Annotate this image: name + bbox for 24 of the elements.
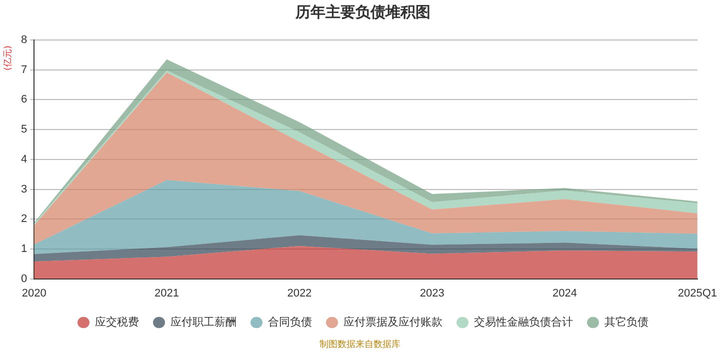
- legend-label: 其它负债: [604, 315, 648, 328]
- y-tick-label: 3: [20, 183, 28, 196]
- x-tick-label: 2024: [552, 287, 578, 300]
- y-tick-label: 2: [20, 213, 28, 226]
- legend-label: 交易性金融负债合计: [474, 315, 573, 328]
- y-axis-title: (亿元): [2, 45, 14, 71]
- y-tick-label: 6: [20, 94, 28, 106]
- legend-label: 应付票据及应付账款: [344, 315, 442, 328]
- y-tick-label: 4: [20, 153, 28, 166]
- x-tick-label: 2025Q1: [678, 287, 718, 300]
- y-tick-label: 0: [20, 272, 28, 285]
- text: 制图数据来自数据库: [318, 338, 402, 352]
- x-tick-label: 2021: [154, 287, 180, 300]
- y-tick-label: 8: [20, 34, 28, 46]
- legend-label: 应交税费: [95, 315, 139, 328]
- y-tick-label: 5: [20, 124, 28, 136]
- y-tick-label: 1: [20, 242, 28, 255]
- legend-label: 应付职工薪酬: [170, 315, 236, 328]
- x-tick-label: 2023: [420, 287, 444, 300]
- legend-label: 合同负债: [268, 315, 312, 328]
- x-tick-label: 2022: [287, 287, 312, 300]
- x-tick-label: 2020: [22, 287, 46, 300]
- y-tick-label: 7: [20, 64, 28, 76]
- chart-title: 历年主要负债堆积图: [294, 2, 430, 21]
